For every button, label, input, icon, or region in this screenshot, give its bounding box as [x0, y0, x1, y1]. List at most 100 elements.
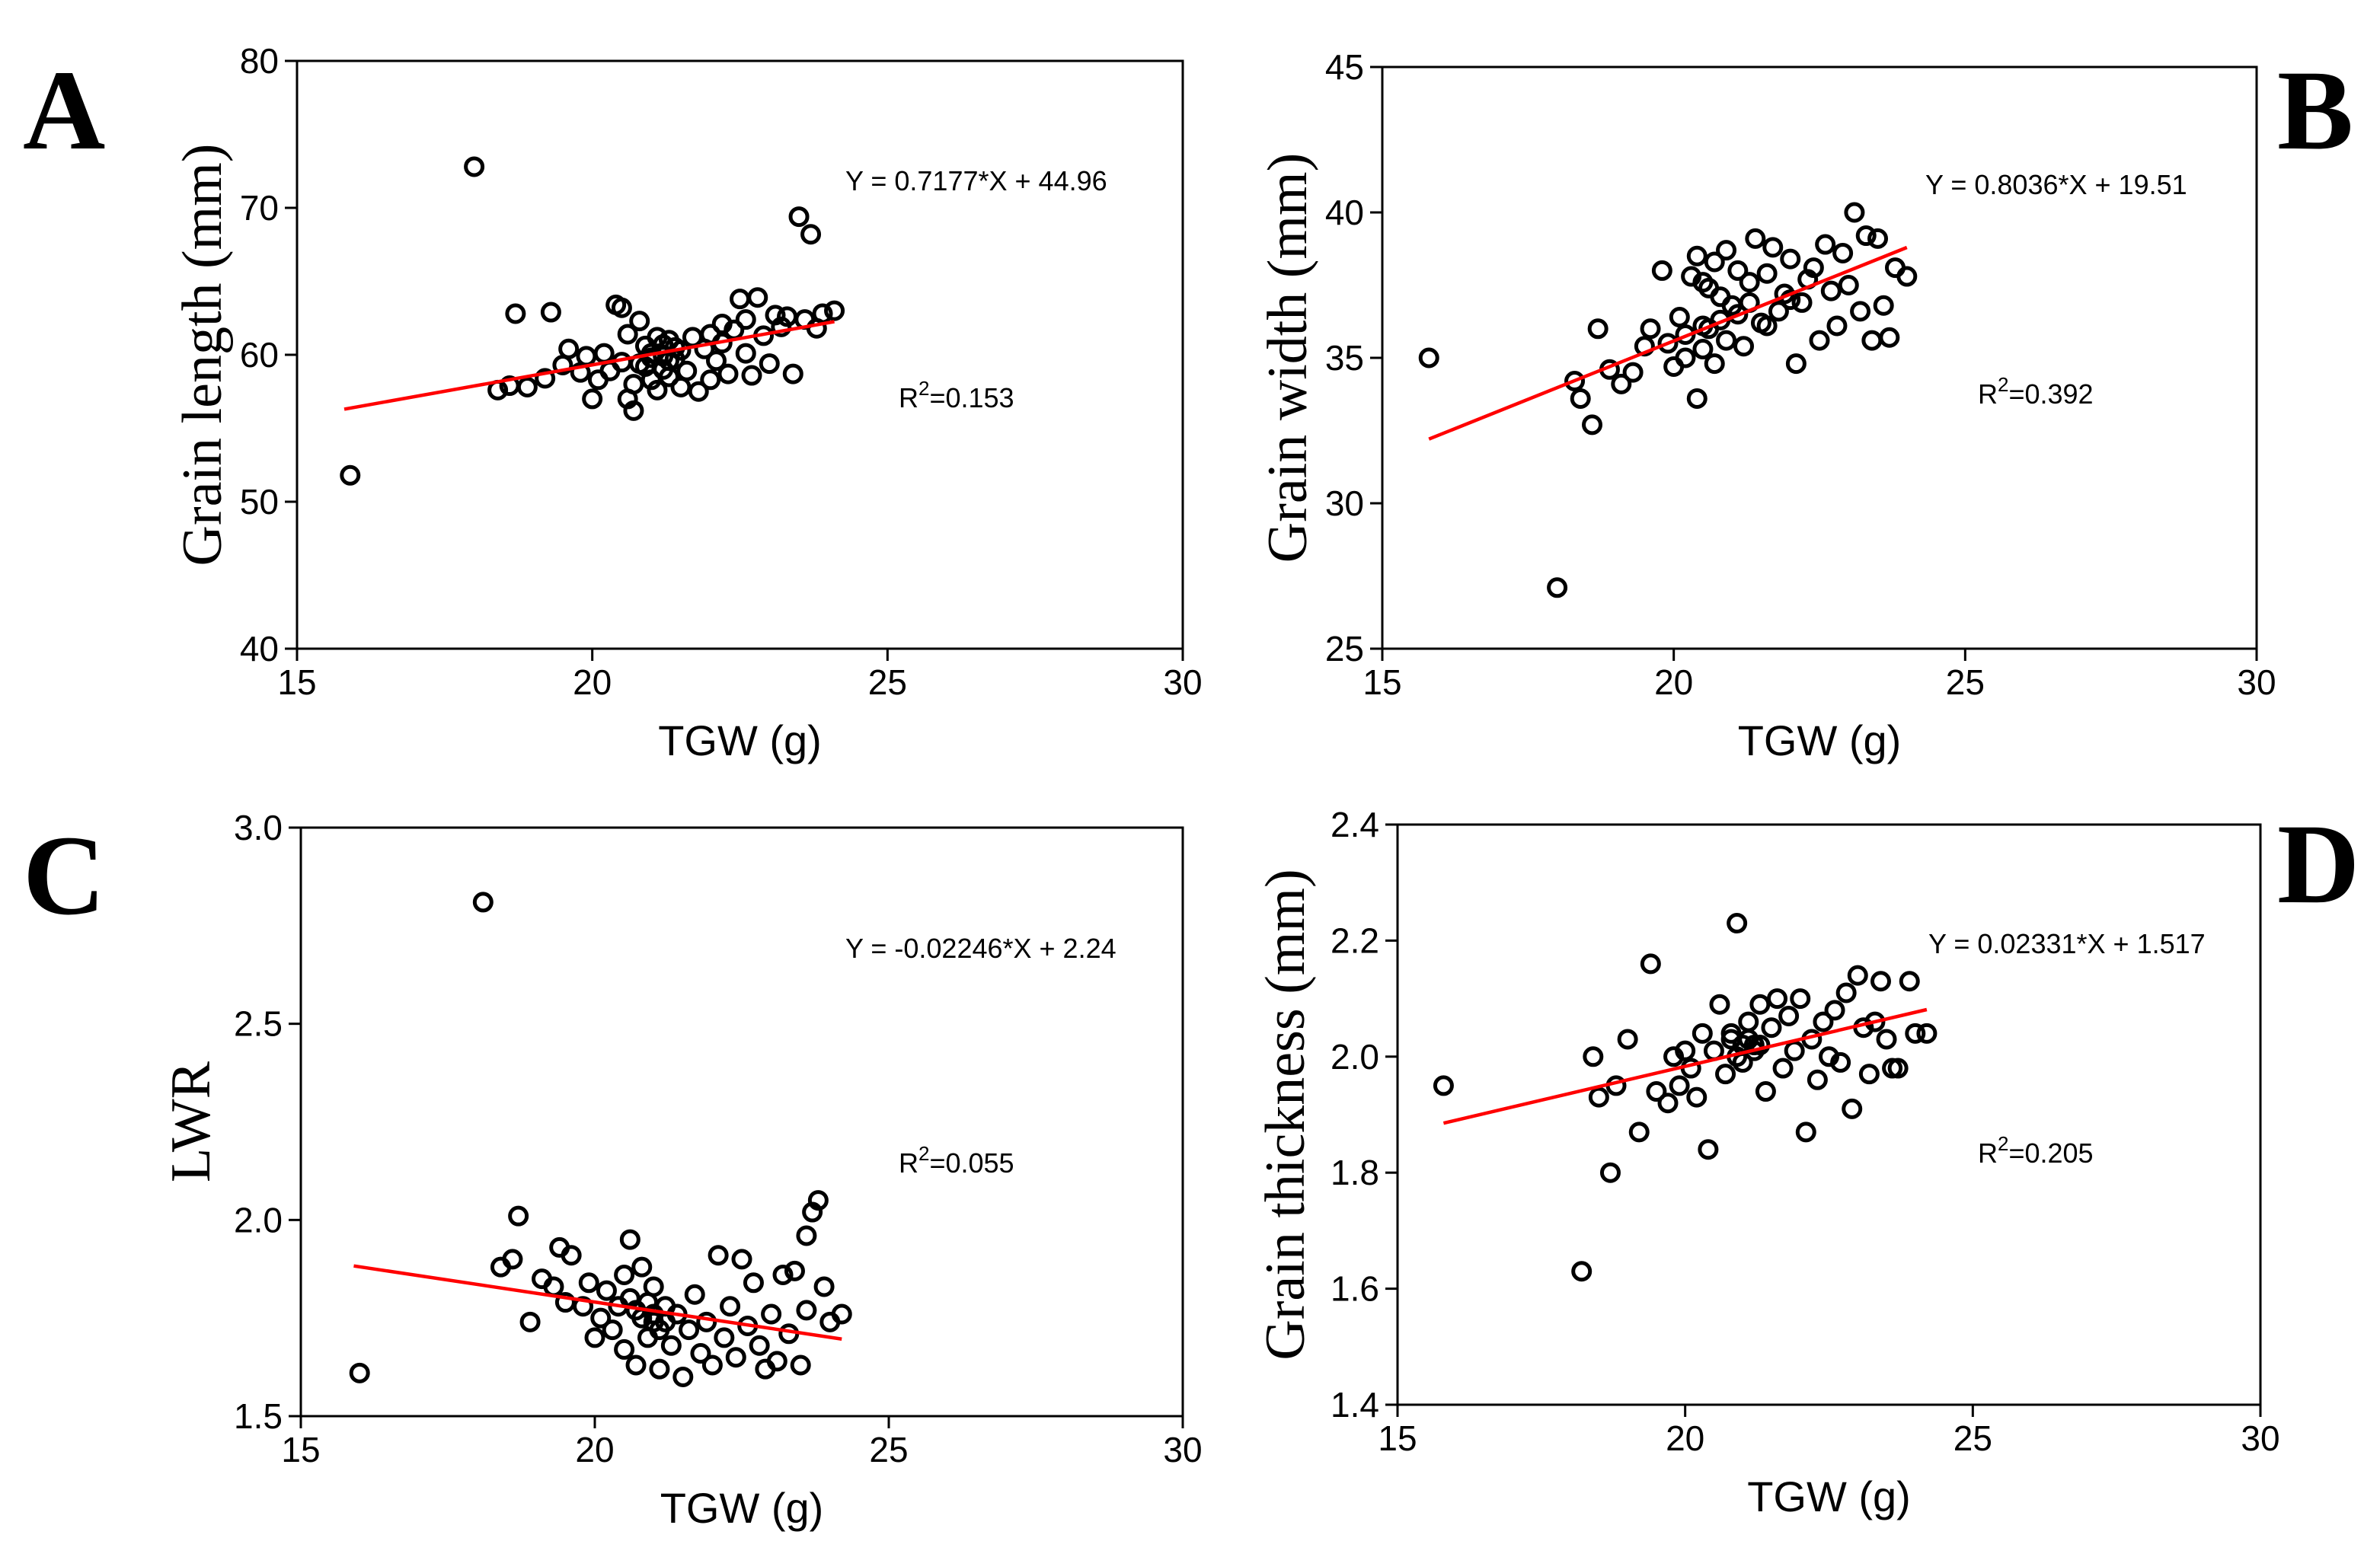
data-point [1686, 1086, 1708, 1108]
data-point [649, 1358, 670, 1380]
data-point [349, 1362, 370, 1383]
data-point [1739, 272, 1760, 293]
x-tick-label: 15 [1378, 1418, 1417, 1458]
data-point [578, 1272, 599, 1294]
data-point [1767, 988, 1788, 1010]
r-squared-value: =0.055 [929, 1147, 1014, 1179]
data-point [1611, 373, 1632, 394]
plot-frame [299, 826, 1184, 1418]
data-point [766, 1351, 787, 1372]
data-point [634, 356, 656, 377]
data-point [1876, 1029, 1897, 1050]
data-point [1634, 336, 1655, 357]
data-point [679, 1319, 700, 1341]
y-tick-label: 45 [1325, 47, 1364, 87]
data-point [688, 381, 709, 402]
data-point [1832, 242, 1854, 263]
data-point [1617, 1029, 1638, 1050]
regression-equation: Y = 0.7177*X + 44.96 [845, 165, 1107, 196]
data-point [824, 300, 845, 321]
data-point [1749, 1035, 1771, 1056]
data-point [1879, 327, 1900, 348]
data-point [590, 1307, 612, 1329]
data-point [1830, 1051, 1851, 1073]
data-point [1622, 362, 1644, 383]
data-point [1899, 971, 1920, 992]
data-point [1867, 228, 1889, 249]
y-tick-label: 25 [1325, 629, 1364, 668]
data-point [649, 1319, 670, 1341]
data-point [1790, 988, 1811, 1010]
data-point [619, 1229, 641, 1250]
data-point [1791, 292, 1813, 313]
panel-letter: C [23, 812, 105, 939]
data-point [1780, 289, 1801, 311]
r-squared-symbol: R [1978, 378, 1998, 410]
data-point [720, 1296, 741, 1317]
data-point [1784, 1040, 1805, 1061]
data-point [614, 1264, 635, 1285]
data-point [1820, 280, 1842, 302]
data-point [676, 360, 698, 381]
y-tick-label: 40 [1325, 193, 1364, 232]
data-point [1824, 1000, 1845, 1021]
data-point [743, 1272, 764, 1294]
r-squared-value: =0.153 [929, 382, 1014, 413]
x-axis-label: TGW (g) [660, 1484, 824, 1532]
data-point [1669, 307, 1690, 328]
data-point [611, 297, 632, 318]
data-point [1873, 295, 1894, 316]
panel-a: 15 20 25 30 40 50 60 70 80 TGW (g) Grain length (m… [23, 41, 1203, 764]
data-point [708, 1245, 729, 1266]
y-tick-label: 1.6 [1331, 1269, 1379, 1309]
data-point [472, 892, 494, 913]
y-tick-label: 2.2 [1331, 920, 1379, 960]
x-tick-label: 20 [1666, 1418, 1704, 1458]
data-point [535, 368, 556, 389]
data-point [1547, 577, 1568, 598]
y-tick-label: 3.0 [234, 808, 283, 847]
x-tick-label: 30 [2237, 662, 2276, 702]
data-point [502, 1249, 523, 1270]
panel-b: 15 20 25 30 25 30 35 40 45 TGW (g) Grain width (mm… [1257, 47, 2353, 764]
data-point [623, 400, 644, 421]
data-point [813, 1276, 835, 1297]
data-point [623, 374, 644, 395]
data-point [1686, 245, 1708, 266]
data-point [771, 316, 792, 337]
data-point [1418, 347, 1439, 369]
data-point [631, 1256, 653, 1278]
data-point [788, 206, 810, 228]
data-point [1715, 1064, 1736, 1085]
data-point [625, 1354, 647, 1376]
data-point [672, 1366, 694, 1387]
data-point [741, 365, 762, 386]
x-tick-label: 25 [868, 662, 907, 702]
data-point [1807, 1069, 1828, 1090]
data-point [519, 1311, 541, 1332]
panel-letter: B [2277, 47, 2353, 174]
data-point [1855, 225, 1877, 247]
data-point [790, 1354, 811, 1376]
x-tick-label: 20 [1654, 662, 1693, 702]
data-point [1835, 982, 1857, 1003]
data-point [573, 1296, 594, 1317]
panel-d: 15 20 25 30 1.4 1.6 1.8 2.0 2.2 2.4 TGW (g) Grain t… [1254, 801, 2359, 1520]
data-point [690, 1343, 711, 1364]
data-point [1826, 315, 1848, 337]
data-point [796, 1225, 817, 1246]
data-point [747, 287, 768, 308]
data-point [784, 1260, 805, 1281]
y-axis-label: Grain length (mm) [171, 144, 234, 566]
data-point [340, 464, 361, 486]
data-point [1727, 304, 1749, 325]
x-tick-label: 15 [277, 662, 316, 702]
regression-equation: Y = -0.02246*X + 2.24 [845, 933, 1117, 964]
data-point [725, 1347, 746, 1368]
data-point [701, 1354, 723, 1376]
data-point [1749, 994, 1771, 1015]
data-point [1692, 1023, 1713, 1044]
data-point [772, 1264, 794, 1285]
data-point [1675, 347, 1696, 369]
